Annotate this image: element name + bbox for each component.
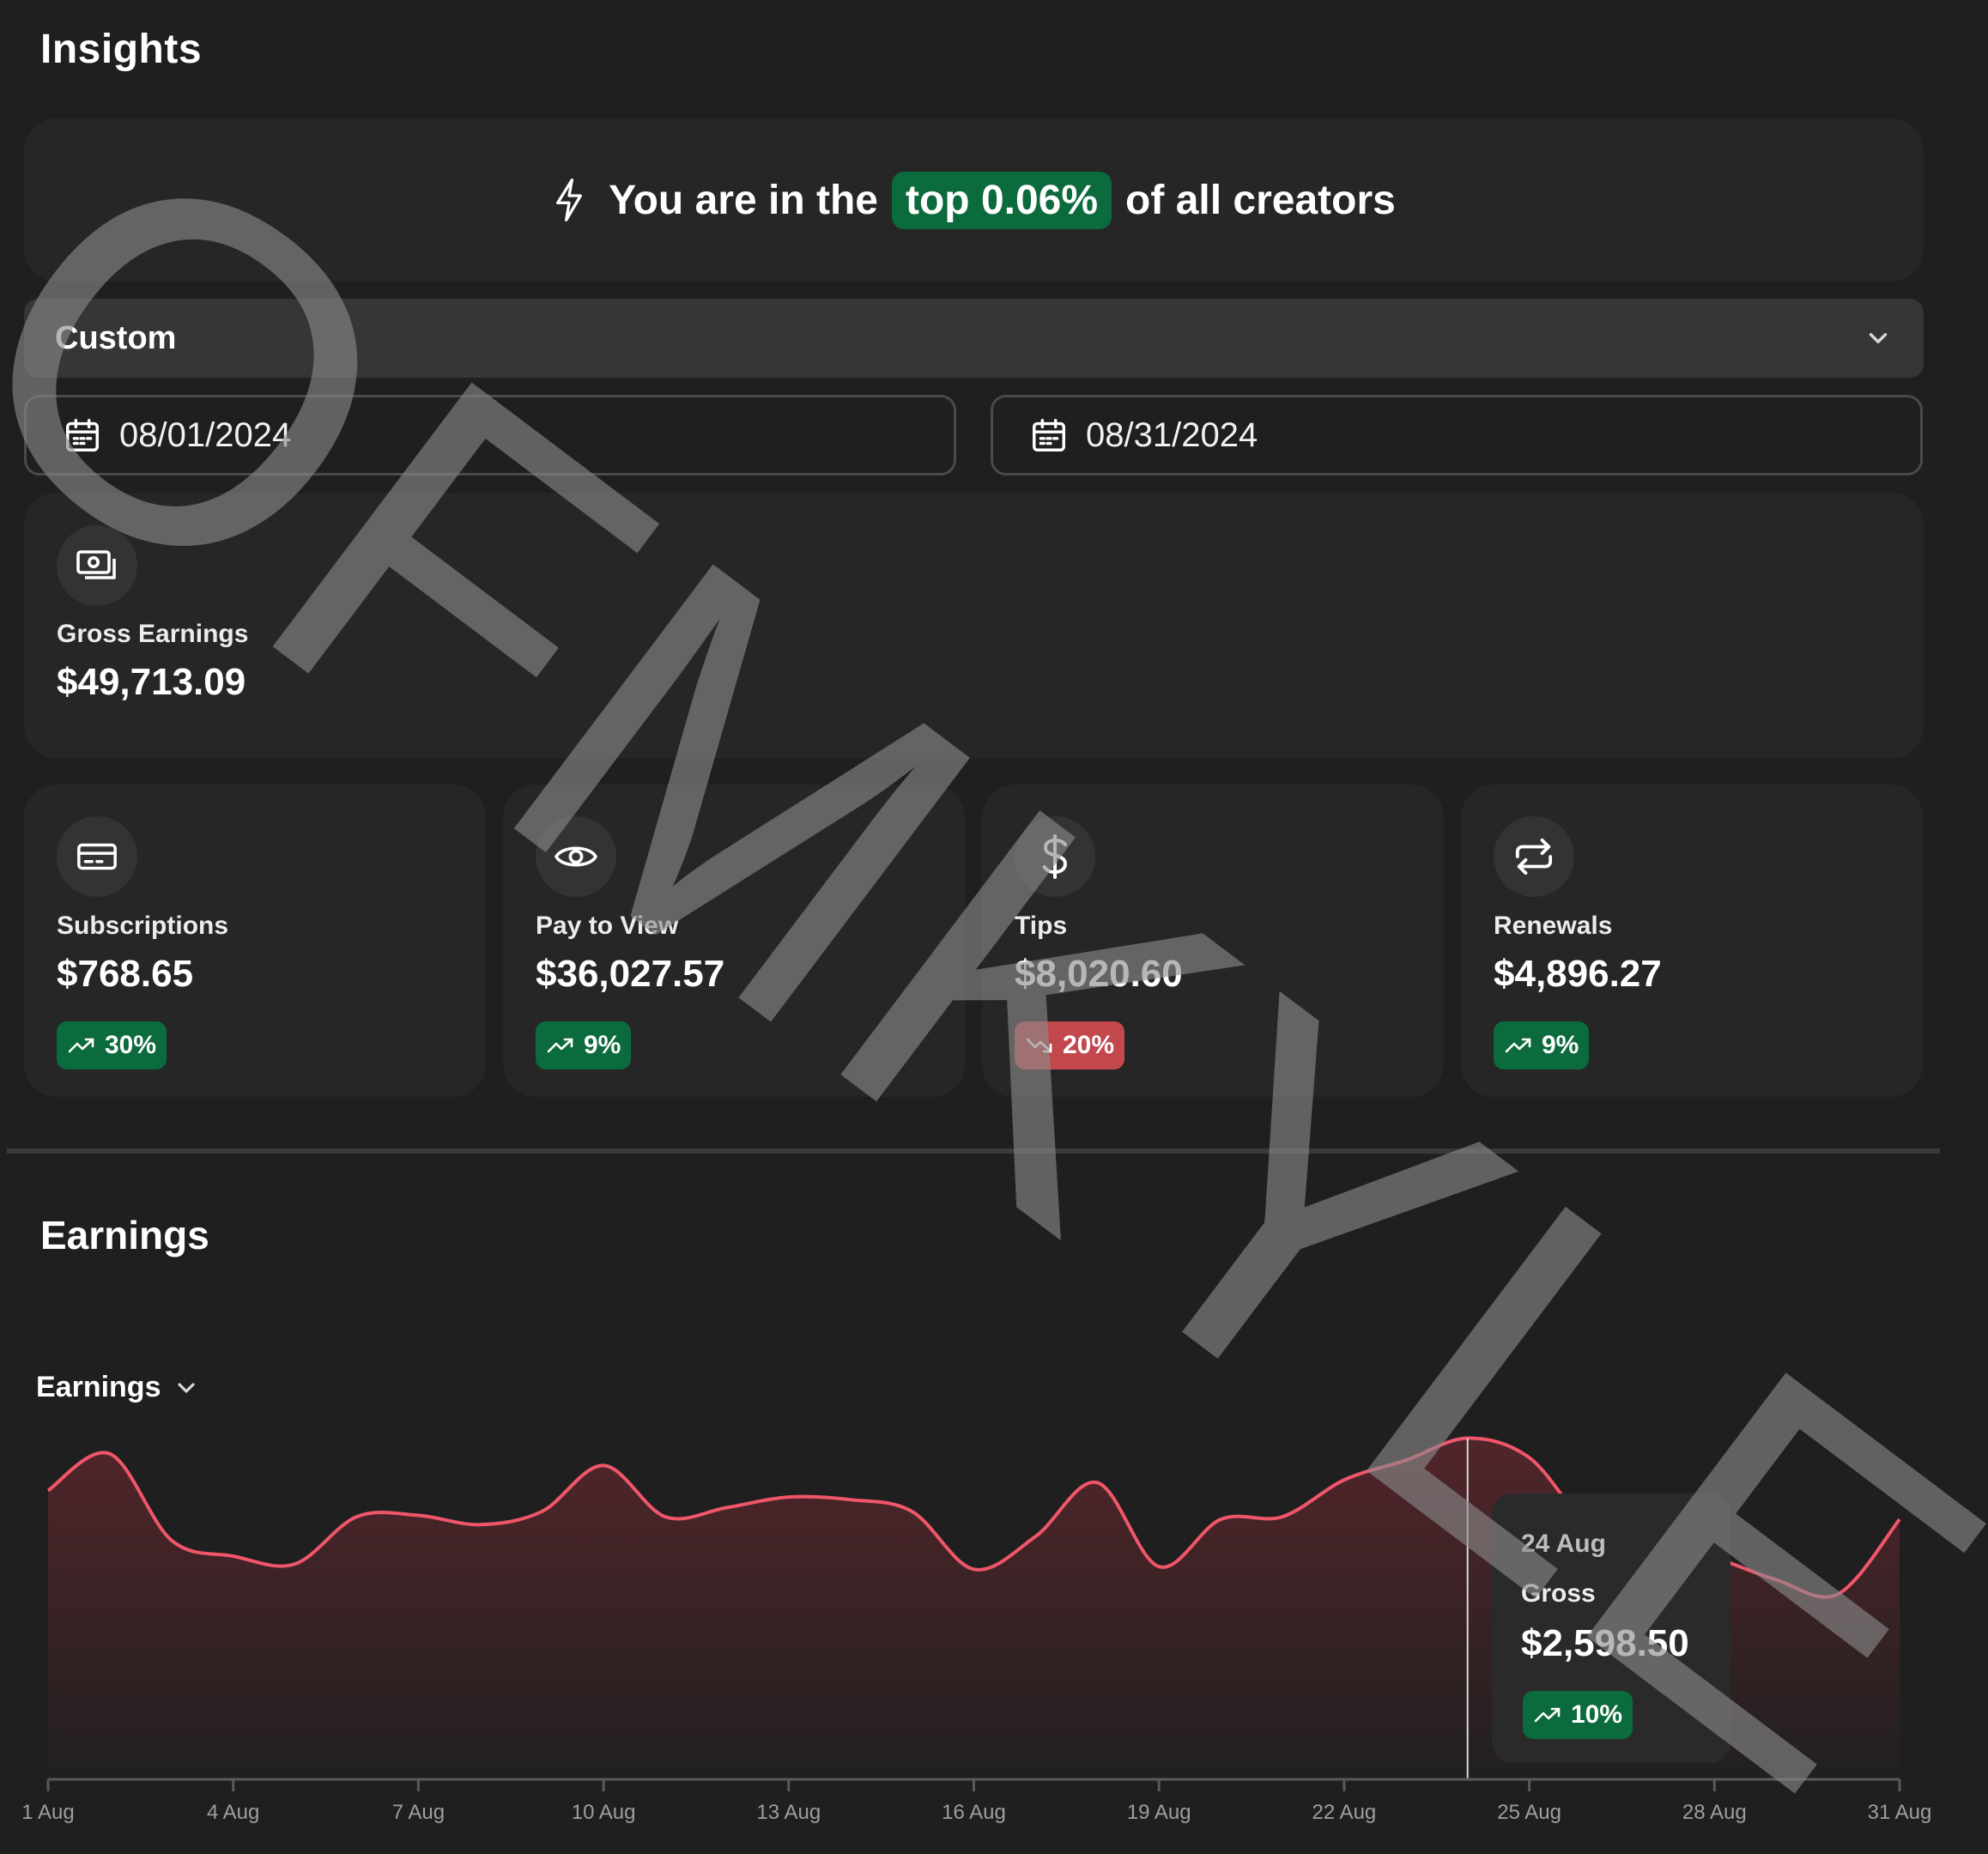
pay-to-view-label: Pay to View [536,912,679,940]
tooltip-label: Gross [1521,1579,1596,1608]
data-point[interactable] [290,1559,300,1569]
tooltip-change-badge: 10% [1523,1691,1633,1739]
pay-to-view-change-badge: 9% [536,1021,632,1069]
subscriptions-label: Subscriptions [57,912,229,940]
trend-down-icon [1026,1038,1052,1053]
data-point[interactable] [167,1536,177,1546]
tooltip-change-value: 10% [1571,1700,1623,1729]
data-point[interactable] [105,1449,115,1459]
renewals-change-value: 9% [1542,1031,1579,1059]
data-point[interactable] [1030,1531,1040,1542]
data-point[interactable] [475,1519,485,1530]
data-point[interactable] [1894,1514,1905,1524]
data-point[interactable] [969,1564,979,1574]
subscriptions-card[interactable]: Subscriptions $768.65 30% [24,785,486,1097]
x-axis-tick-label: 28 Aug [1682,1801,1747,1824]
x-axis-tick-label: 25 Aug [1497,1801,1561,1824]
tooltip-value: $2,598.50 [1521,1622,1689,1664]
tips-card[interactable]: Tips $8,020.60 20% [982,785,1444,1097]
data-point[interactable] [1401,1455,1411,1465]
data-point[interactable] [413,1511,423,1521]
tips-value: $8,020.60 [1015,953,1183,995]
data-point[interactable] [43,1485,53,1495]
data-point[interactable] [228,1551,239,1561]
dollar-icon [1015,816,1095,897]
data-point[interactable] [722,1502,732,1512]
gross-earnings-value: $49,713.09 [57,661,246,703]
x-axis-tick-label: 22 Aug [1312,1801,1377,1824]
data-point[interactable] [1771,1574,1781,1584]
data-point[interactable] [846,1494,856,1505]
data-point[interactable] [1092,1477,1102,1487]
x-axis-tick-label: 13 Aug [756,1801,821,1824]
chart-tooltip: 24 Aug Gross $2,598.50 10% [1492,1494,1730,1763]
data-point[interactable] [1154,1561,1164,1572]
chart-series-value: Earnings [36,1371,161,1403]
banner-highlight: top 0.06% [891,171,1112,229]
tips-label: Tips [1015,912,1068,940]
pay-to-view-card[interactable]: Pay to View $36,027.57 9% [503,785,965,1097]
earnings-area [48,1438,1900,1779]
page-title: Insights [40,27,203,72]
banner-text-after: of all creators [1125,177,1396,223]
x-axis-tick-label: 7 Aug [392,1801,445,1824]
banner-text-before: You are in the [609,177,878,223]
trend-up-icon [1534,1707,1561,1723]
earnings-section-title: Earnings [40,1213,209,1257]
data-point[interactable] [598,1460,609,1470]
data-point[interactable] [352,1512,362,1522]
calendar-icon [1029,415,1069,456]
trend-up-icon [68,1038,94,1053]
data-point[interactable] [1215,1514,1226,1524]
chart-series-select[interactable]: Earnings [36,1371,200,1404]
top-creators-banner: You are in the top 0.06% of all creators [24,118,1924,282]
data-point[interactable] [1524,1452,1535,1463]
tips-change-value: 20% [1063,1031,1115,1059]
date-range-value: Custom [55,319,177,356]
repeat-icon [1494,816,1574,897]
data-point[interactable] [1339,1475,1349,1485]
end-date-value: 08/31/2024 [1086,415,1258,454]
data-point[interactable] [1277,1512,1288,1522]
x-axis-tick-label: 10 Aug [572,1801,636,1824]
data-point[interactable] [536,1506,547,1517]
data-point[interactable] [784,1492,794,1502]
pay-to-view-change-value: 9% [584,1031,621,1059]
end-date-field[interactable]: 08/31/2024 [991,395,1923,476]
renewals-value: $4,896.27 [1494,953,1662,995]
gross-earnings-panel: Gross Earnings $49,713.09 [24,493,1924,759]
chevron-down-icon [1864,324,1893,353]
eye-icon [536,816,616,897]
chevron-down-icon [173,1374,200,1402]
x-axis-tick-label: 4 Aug [207,1801,259,1824]
subscriptions-change-badge: 30% [57,1021,167,1069]
cash-icon [57,525,137,606]
subscriptions-change-value: 30% [105,1031,157,1059]
gross-earnings-label: Gross Earnings [57,620,249,648]
start-date-field[interactable]: 08/01/2024 [24,395,956,476]
renewals-change-badge: 9% [1494,1021,1590,1069]
trend-up-icon [1505,1038,1531,1053]
calendar-icon [63,415,102,456]
x-axis-tick-label: 1 Aug [21,1801,74,1824]
earnings-chart[interactable]: 1 Aug 4 Aug 7 Aug 10 Aug 13 Aug 16 Aug 19 Aug 2… [0,1408,1988,1854]
renewals-card[interactable]: Renewals $4,896.27 9% [1461,785,1923,1097]
credit-card-icon [57,816,137,897]
x-axis-tick-label: 19 Aug [1127,1801,1191,1824]
start-date-value: 08/01/2024 [119,415,292,454]
tips-change-badge: 20% [1015,1021,1125,1069]
section-divider [7,1148,1940,1154]
x-axis-tick-label: 16 Aug [942,1801,1006,1824]
bolt-icon [552,177,586,223]
renewals-label: Renewals [1494,912,1613,940]
data-point[interactable] [907,1506,918,1517]
data-point[interactable] [660,1512,670,1522]
subscriptions-value: $768.65 [57,953,194,995]
tooltip-date: 24 Aug [1521,1530,1606,1558]
trend-up-icon [547,1038,573,1053]
x-axis-tick-label: 31 Aug [1868,1801,1932,1824]
date-range-select[interactable]: Custom [24,299,1924,378]
pay-to-view-value: $36,027.57 [536,953,725,995]
data-point[interactable] [1833,1589,1843,1599]
